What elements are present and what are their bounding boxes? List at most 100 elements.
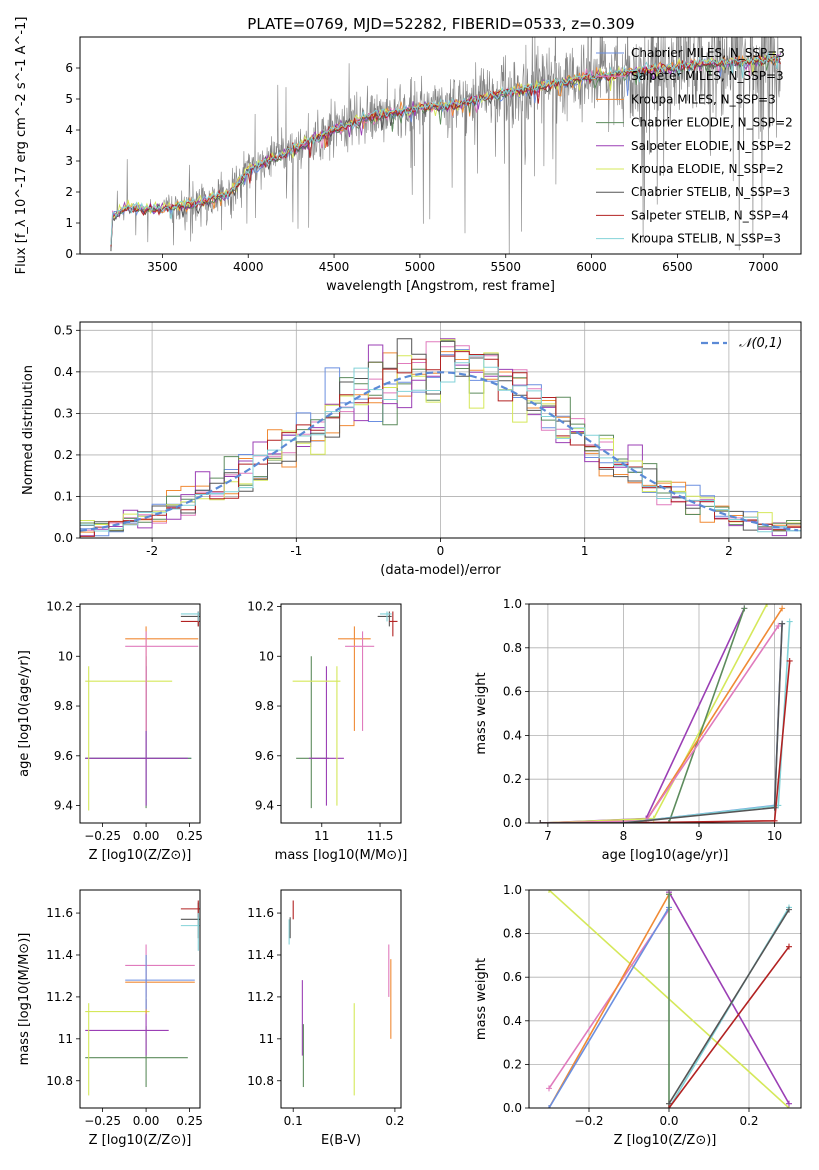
x-tick-label: −0.25: [84, 829, 121, 843]
mass-weight-marker: [666, 1105, 672, 1108]
y-tick-label: 11.4: [46, 948, 73, 962]
x-tick-label: 0.2: [739, 1114, 758, 1128]
x-tick-label: 6000: [576, 260, 607, 274]
mass-weight-line: [668, 891, 790, 1104]
y-tick-label: 9.6: [54, 749, 73, 763]
x-tick-label: 0.00: [133, 829, 160, 843]
y-axis-label: mass weight: [474, 672, 489, 754]
mass-weight-marker: [786, 906, 792, 913]
y-tick-label: 11: [259, 1032, 274, 1046]
x-tick-label: 4500: [319, 260, 350, 274]
x-tick-label: 0: [437, 544, 445, 558]
x-tick-label: 3500: [147, 260, 178, 274]
y-tick-label: 10.8: [46, 1074, 73, 1088]
y-tick-label: 9.6: [255, 749, 274, 763]
legend-entry: Chabrier ELODIE, N_SSP=2: [631, 116, 793, 130]
axes-frame: [280, 889, 402, 1109]
figure-title: PLATE=0769, MJD=52282, FIBERID=0533, z=0…: [247, 15, 634, 33]
residual-histogram: [80, 338, 801, 534]
y-tick-label: 1.0: [503, 883, 522, 897]
y-axis-label: mass weight: [474, 958, 489, 1040]
y-tick-label: 0.0: [503, 816, 522, 830]
x-tick-label: 7000: [748, 260, 779, 274]
x-tick-label: 0.25: [176, 829, 203, 843]
mass-weight-marker: [786, 1100, 792, 1107]
mass-weight-marker: [786, 618, 793, 625]
x-tick-label: 2: [725, 544, 733, 558]
axes-frame: [280, 603, 402, 824]
x-tick-label: 8: [620, 829, 628, 843]
x-tick-label: 0.25: [176, 1114, 203, 1128]
mass-weight-marker: [620, 820, 627, 823]
mass-weight-line: [540, 625, 779, 823]
normal-curve: [80, 371, 799, 532]
y-tick-label: 0.3: [54, 406, 73, 420]
y-tick-label: 9.8: [54, 699, 73, 713]
axes-frame: [79, 36, 802, 255]
x-axis-label: E(B-V): [321, 1133, 361, 1148]
axes-frame: [79, 603, 201, 824]
panel-age-vs-Z: −0.25 0.00 0.25 9.4 9.6 9.8 10 10.2 Z [log10(Z/Z…: [17, 599, 203, 863]
y-tick-label: 3: [65, 154, 73, 168]
x-axis-label: Z [log10(Z/Z⊙)]: [89, 848, 192, 863]
axes-frame: [528, 889, 802, 1109]
legend-entry: Salpeter STELIB, N_SSP=4: [631, 208, 789, 222]
mass-weight-marker: [764, 604, 770, 607]
y-tick-label: 9.8: [255, 699, 274, 713]
axes-frame: [528, 603, 802, 824]
y-tick-label: 11.4: [247, 948, 274, 962]
mass-weight-marker: [786, 943, 792, 950]
panel-mass-weight-vs-age: 7 8 9 10 0.0 0.2 0.4 0.6 0.8 1.0 age [log10(age/yr…: [474, 597, 802, 863]
mass-weight-marker: [665, 820, 672, 823]
y-tick-label: 0.8: [503, 927, 522, 941]
axes-frame: [79, 889, 201, 1109]
x-tick-label: 7: [544, 829, 552, 843]
y-tick-label: 10: [58, 649, 73, 663]
x-axis-label: Z [log10(Z/Z⊙)]: [89, 1133, 192, 1148]
panel-spectrum: 3500 4000 4500 5000 5500 6000 6500 7000 0 1 2 3 4 5 6 w…: [14, 17, 802, 294]
y-tick-label: 9.4: [54, 799, 73, 813]
legend-entry: Salpeter ELODIE, N_SSP=2: [631, 139, 792, 153]
x-tick-label: 11.5: [367, 829, 394, 843]
mass-weight-marker: [775, 622, 782, 629]
y-tick-label: 11.6: [46, 906, 73, 920]
y-tick-label: 0.4: [503, 728, 522, 742]
legend-entry: Chabrier MILES, N_SSP=3: [631, 46, 785, 60]
x-axis-label: Z [log10(Z/Z⊙)]: [614, 1133, 717, 1148]
residual-histogram: [80, 351, 801, 534]
y-axis-label: mass [log10(M/M⊙)]: [17, 933, 32, 1066]
mass-weight-marker: [537, 820, 544, 823]
y-tick-label: 1: [65, 216, 73, 230]
x-tick-label: 6500: [662, 260, 693, 274]
mass-weight-marker: [546, 1085, 552, 1092]
y-axis-label: Flux [f_λ 10^-17 erg cm^-2 s^-1 A^-1]: [14, 17, 29, 275]
mass-weight-marker: [779, 620, 786, 627]
panel-mass-vs-EBV: 0.1 0.2 10.8 11 11.2 11.4 11.6 E(B-V): [247, 889, 404, 1148]
legend-entry: Kroupa ELODIE, N_SSP=2: [631, 162, 784, 176]
legend-entry: Kroupa STELIB, N_SSP=3: [631, 232, 781, 246]
y-tick-label: 0.6: [503, 685, 522, 699]
x-tick-label: 9: [695, 829, 703, 843]
y-tick-label: 0.1: [54, 489, 73, 503]
x-tick-label: 1: [581, 544, 589, 558]
mass-weight-marker: [546, 890, 552, 893]
mass-weight-marker: [779, 605, 786, 612]
x-tick-label: 4000: [233, 260, 264, 274]
x-tick-label: 0.2: [385, 1114, 404, 1128]
y-tick-label: 0.5: [54, 323, 73, 337]
y-tick-label: 0.2: [503, 772, 522, 786]
mass-weight-marker: [771, 804, 778, 811]
x-axis-label: (data-model)/error: [380, 563, 501, 578]
y-tick-label: 11.2: [247, 990, 274, 1004]
y-tick-label: 0.0: [54, 531, 73, 545]
x-tick-label: −0.2: [574, 1114, 603, 1128]
y-tick-label: 10.8: [247, 1074, 274, 1088]
mass-weight-line: [668, 909, 790, 1105]
residual-histogram: [80, 349, 801, 537]
y-tick-label: 0.2: [54, 448, 73, 462]
x-tick-label: 0.00: [133, 1114, 160, 1128]
x-tick-label: 5500: [490, 260, 521, 274]
legend-entry: Kroupa MILES, N_SSP=3: [631, 92, 776, 106]
residual-histogram: [80, 355, 801, 537]
